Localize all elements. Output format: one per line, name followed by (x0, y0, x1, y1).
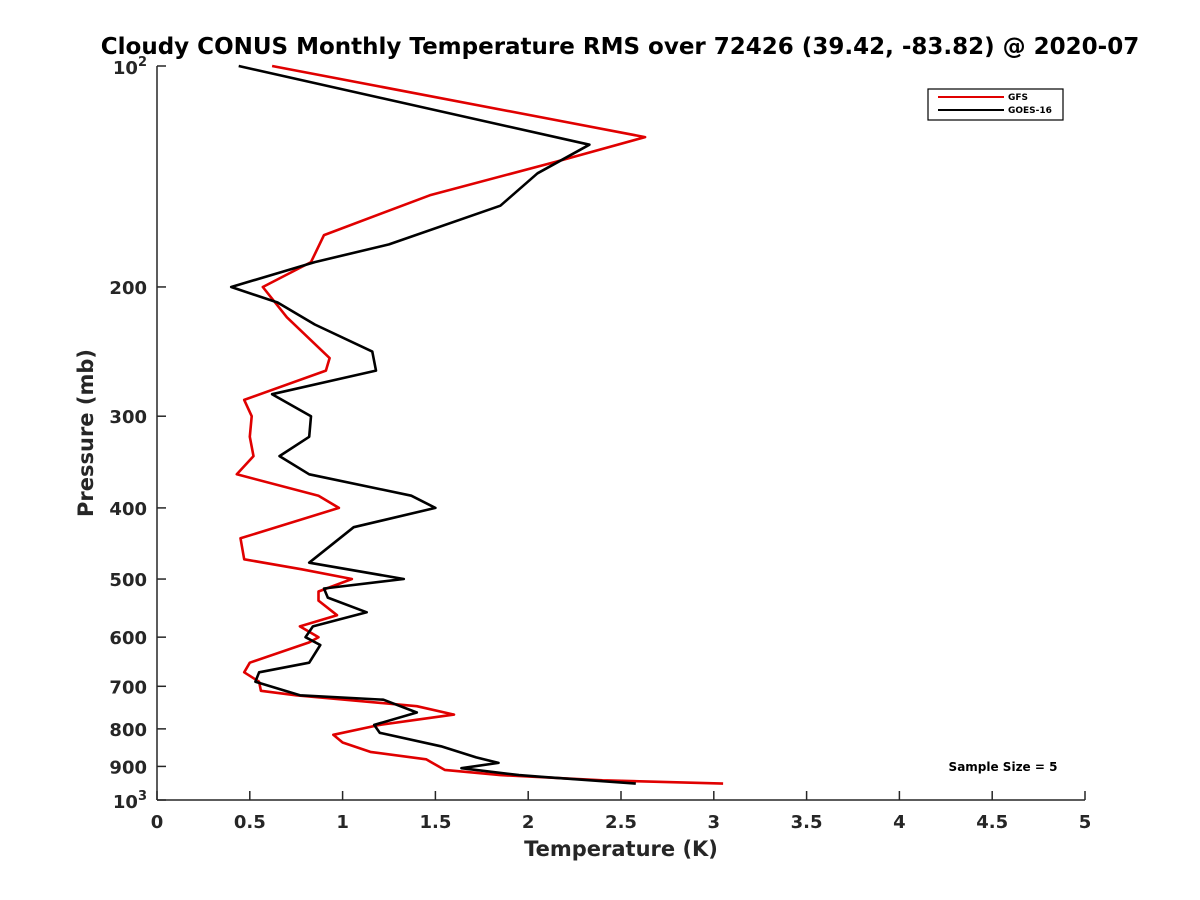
x-axis-label: Temperature (K) (524, 837, 718, 861)
y-tick-top-base: 10 (113, 58, 138, 79)
x-tick-label: 1.5 (419, 812, 451, 833)
y-ticks: 200 300 400 500 600 700 800 900 (109, 65, 166, 801)
x-tick-label: 0 (151, 812, 164, 833)
y-tick-label-bottom: 103 (113, 789, 147, 813)
y-tick-label: 800 (109, 720, 147, 741)
x-tick-label: 4 (893, 812, 906, 833)
series-layer (229, 64, 724, 785)
y-tick-top-exponent: 2 (138, 55, 147, 70)
sample-size-annotation: Sample Size = 5 (949, 760, 1058, 774)
legend-label-goes16: GOES-16 (1008, 106, 1052, 116)
y-tick-bottom-base: 10 (113, 792, 138, 813)
x-tick-label: 2 (522, 812, 535, 833)
y-tick-label-top: 102 (113, 55, 147, 79)
y-tick-label: 600 (109, 628, 147, 649)
x-tick-label: 4.5 (976, 812, 1008, 833)
x-tick-label: 3.5 (791, 812, 823, 833)
y-tick-label: 300 (109, 407, 147, 428)
y-axis-label: Pressure (mb) (74, 349, 98, 517)
chart-title: Cloudy CONUS Monthly Temperature RMS ove… (101, 34, 1139, 60)
y-tick-label: 200 (109, 278, 147, 299)
y-tick-label: 500 (109, 570, 147, 591)
x-tick-label: 5 (1079, 812, 1092, 833)
x-tick-label: 0.5 (234, 812, 266, 833)
y-tick-label: 900 (109, 757, 147, 778)
y-tick-label: 700 (109, 677, 147, 698)
x-tick-label: 3 (708, 812, 721, 833)
x-tick-label: 2.5 (605, 812, 637, 833)
x-ticks: 0 0.5 1 1.5 2 2.5 3 3.5 4 4.5 5 (151, 791, 1092, 833)
legend-label-gfs: GFS (1008, 93, 1028, 103)
y-tick-bottom-exponent: 3 (138, 789, 147, 804)
y-tick-label: 400 (109, 499, 147, 520)
x-tick-label: 1 (336, 812, 349, 833)
series-line-gfs (235, 64, 724, 785)
legend: GFS GOES-16 (927, 88, 1064, 121)
series-line-goes16 (229, 64, 636, 785)
legend-box (927, 88, 1064, 121)
